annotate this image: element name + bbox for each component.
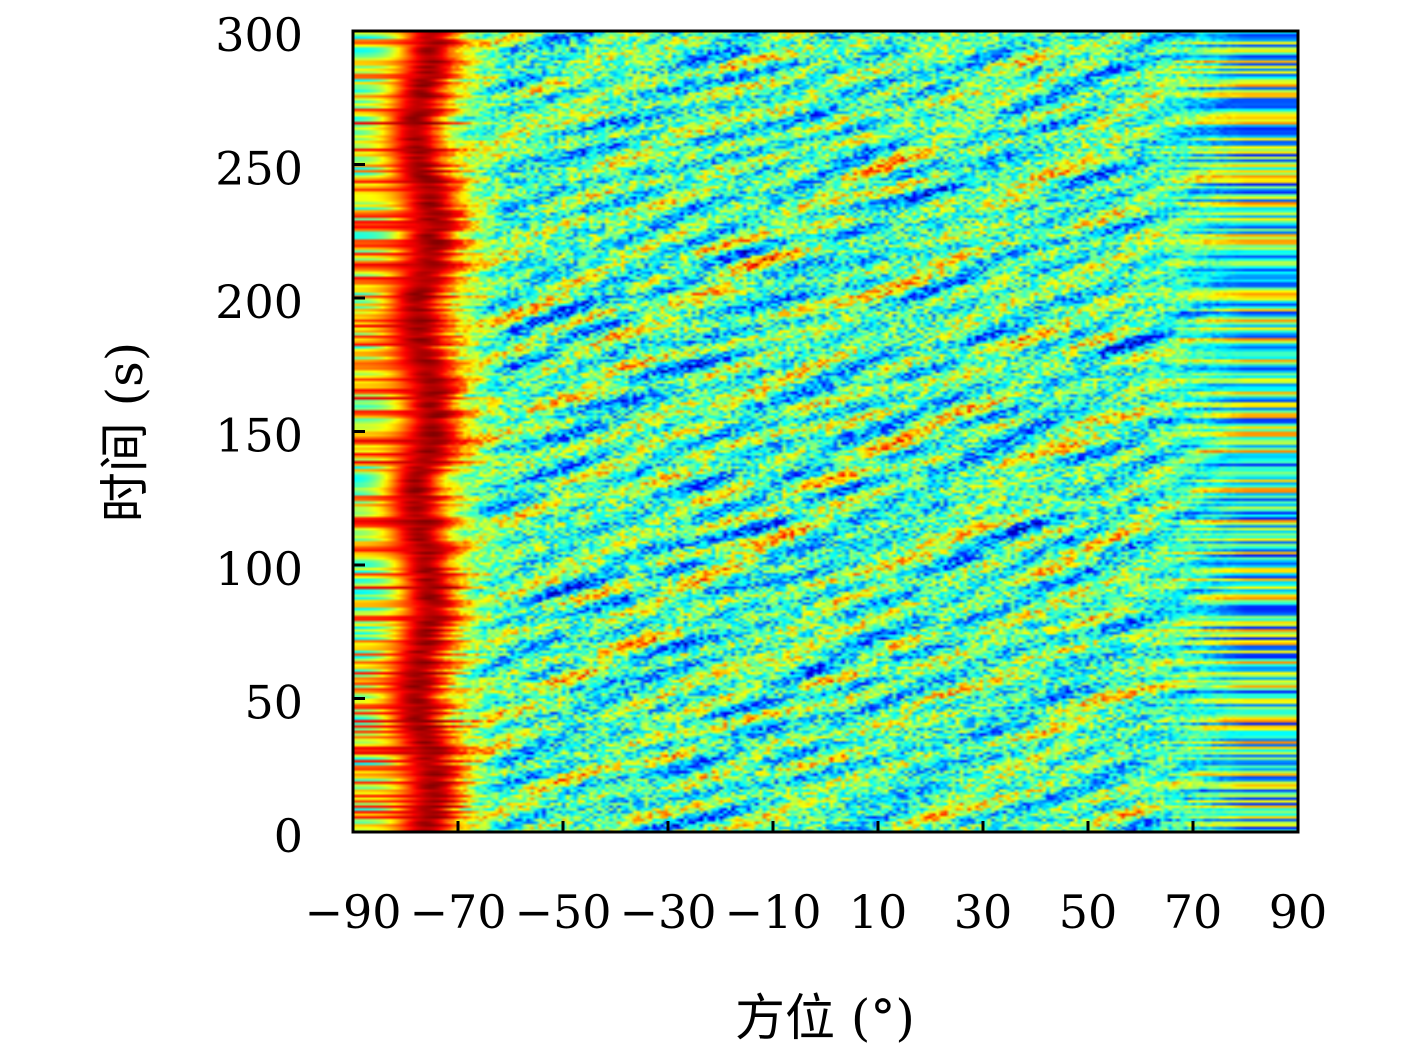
heatmap-image xyxy=(353,31,1298,832)
y-tick-label: 250 xyxy=(215,142,303,196)
x-tick-label: −30 xyxy=(619,885,716,939)
x-tick-label: 10 xyxy=(849,885,908,939)
x-tick-label: 70 xyxy=(1164,885,1223,939)
x-tick-label: 50 xyxy=(1059,885,1118,939)
plot-area xyxy=(351,29,1300,834)
x-axis-label: 方位 (°) xyxy=(735,989,915,1047)
x-axis-ticks: −90 −70 −50 −30 −10 10 30 50 70 90 xyxy=(304,821,1327,939)
y-tick-label: 150 xyxy=(215,409,303,463)
y-tick-label: 0 xyxy=(274,809,303,863)
x-tick-label: −70 xyxy=(409,885,506,939)
y-axis-label: 时间 (s) xyxy=(96,342,154,523)
y-tick-label: 50 xyxy=(244,676,303,730)
x-tick-label: −10 xyxy=(724,885,821,939)
y-tick-label: 300 xyxy=(215,8,303,62)
y-axis-ticks: 0 50 100 150 200 250 300 xyxy=(215,8,365,863)
x-tick-label: 30 xyxy=(954,885,1013,939)
y-tick-label: 100 xyxy=(215,542,303,596)
x-tick-label: −50 xyxy=(514,885,611,939)
y-tick-label: 200 xyxy=(215,275,303,329)
x-tick-label: −90 xyxy=(304,885,401,939)
x-tick-label: 90 xyxy=(1269,885,1328,939)
